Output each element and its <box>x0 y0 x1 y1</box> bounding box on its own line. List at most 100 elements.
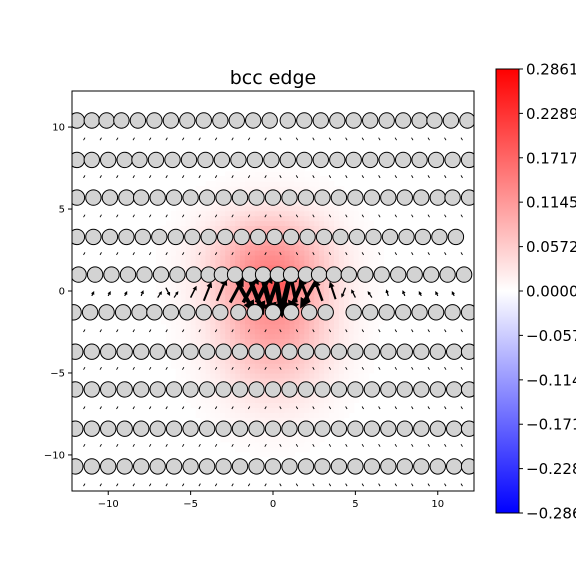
heatmap-cell <box>373 299 380 305</box>
heatmap-cell <box>254 338 261 345</box>
heatmap-cell <box>348 363 355 369</box>
heatmap-cell <box>185 318 192 325</box>
heatmap-cell <box>279 186 286 192</box>
atom-marker <box>347 458 364 475</box>
atom-marker <box>72 381 84 398</box>
heatmap-cell <box>343 200 350 207</box>
heatmap-cell <box>294 441 300 448</box>
heatmap-cell <box>244 259 251 266</box>
displacement-arrow <box>247 278 266 316</box>
heatmap-cell <box>190 372 197 379</box>
heatmap-cell <box>279 446 286 453</box>
heatmap-cell <box>205 368 211 374</box>
heatmap-cell <box>230 397 236 404</box>
atom-marker <box>296 112 313 129</box>
atom-marker <box>411 304 428 321</box>
atom-marker <box>149 458 166 475</box>
heatmap-cell <box>289 186 296 192</box>
atom-marker <box>72 304 82 321</box>
heatmap-cell <box>215 368 221 374</box>
heatmap-cell <box>324 299 330 305</box>
heatmap-cell <box>309 333 315 340</box>
small-arrow <box>247 252 251 256</box>
atom-marker <box>215 381 232 398</box>
atom-marker <box>396 381 413 398</box>
atom-marker <box>136 266 153 283</box>
heatmap-cell <box>180 205 187 212</box>
heatmap-cell <box>279 171 286 177</box>
small-arrow <box>427 175 430 179</box>
heatmap-cell <box>343 240 350 246</box>
heatmap-cell <box>254 333 261 340</box>
heatmap-cell <box>304 318 310 325</box>
heatmap-cell <box>279 328 286 335</box>
heatmap-cell <box>378 289 384 295</box>
small-arrow <box>361 137 364 141</box>
heatmap-cell <box>368 284 375 290</box>
heatmap-cell <box>259 166 266 172</box>
displacement-arrow <box>328 281 337 300</box>
heatmap-cell <box>175 358 182 364</box>
small-arrow <box>378 214 381 218</box>
heatmap-cell <box>175 363 182 369</box>
atom-marker <box>281 189 298 206</box>
heatmap-cell <box>333 250 340 256</box>
heatmap-cell <box>309 289 315 295</box>
small-arrow <box>411 406 414 410</box>
heatmap-cell <box>244 240 251 246</box>
heatmap-cell <box>309 181 315 187</box>
heatmap-cell <box>333 358 340 364</box>
heatmap-cell <box>284 436 291 443</box>
heatmap-cell <box>165 338 172 345</box>
atom-marker <box>169 266 186 283</box>
heatmap-cell <box>195 279 202 286</box>
heatmap-cell <box>240 407 246 413</box>
heatmap-cell <box>160 245 167 251</box>
heatmap-cell <box>235 407 241 413</box>
heatmap-cell <box>185 245 192 251</box>
heatmap-cell <box>299 245 305 251</box>
heatmap-cell <box>190 299 197 305</box>
heatmap-cell <box>205 363 211 369</box>
heatmap-cell <box>274 166 281 172</box>
atom-marker <box>296 151 313 169</box>
atom-marker <box>162 304 180 321</box>
small-arrow <box>132 329 135 333</box>
heatmap-cell <box>333 289 340 295</box>
heatmap-cell <box>175 254 182 261</box>
heatmap-cell <box>358 215 365 222</box>
heatmap-cell <box>244 353 251 359</box>
heatmap-cell <box>254 171 261 177</box>
heatmap-cell <box>225 264 231 271</box>
small-arrow <box>427 137 430 141</box>
small-arrow <box>411 329 414 333</box>
heatmap-cell <box>279 210 286 217</box>
heatmap-cell <box>264 368 271 374</box>
atom-marker <box>133 458 150 475</box>
heatmap-cell <box>324 358 330 364</box>
heatmap-cell <box>269 176 276 182</box>
heatmap-cell <box>180 259 187 266</box>
atom-marker <box>72 228 86 246</box>
heatmap-cell <box>244 210 251 217</box>
heatmap-cell <box>304 441 310 448</box>
heatmap-cell <box>274 363 281 369</box>
x-tick-label: 5 <box>352 499 358 510</box>
heatmap-cell <box>160 294 167 300</box>
atom-marker <box>100 343 117 360</box>
heatmap-cell <box>299 412 305 418</box>
heatmap-cell <box>190 323 197 330</box>
atom-marker <box>197 151 214 169</box>
heatmap-cell <box>353 254 360 261</box>
atom-marker <box>413 458 430 475</box>
heatmap-cell <box>378 318 384 325</box>
heatmap-cell <box>338 279 345 286</box>
heatmap-cell <box>235 225 241 231</box>
atom-marker <box>460 343 474 360</box>
heatmap-cell <box>170 289 177 295</box>
heatmap-cell <box>279 318 286 325</box>
small-arrow <box>149 483 152 487</box>
heatmap-cell <box>294 220 300 227</box>
heatmap-cell <box>244 323 251 330</box>
x-tick-label: 0 <box>270 499 276 510</box>
